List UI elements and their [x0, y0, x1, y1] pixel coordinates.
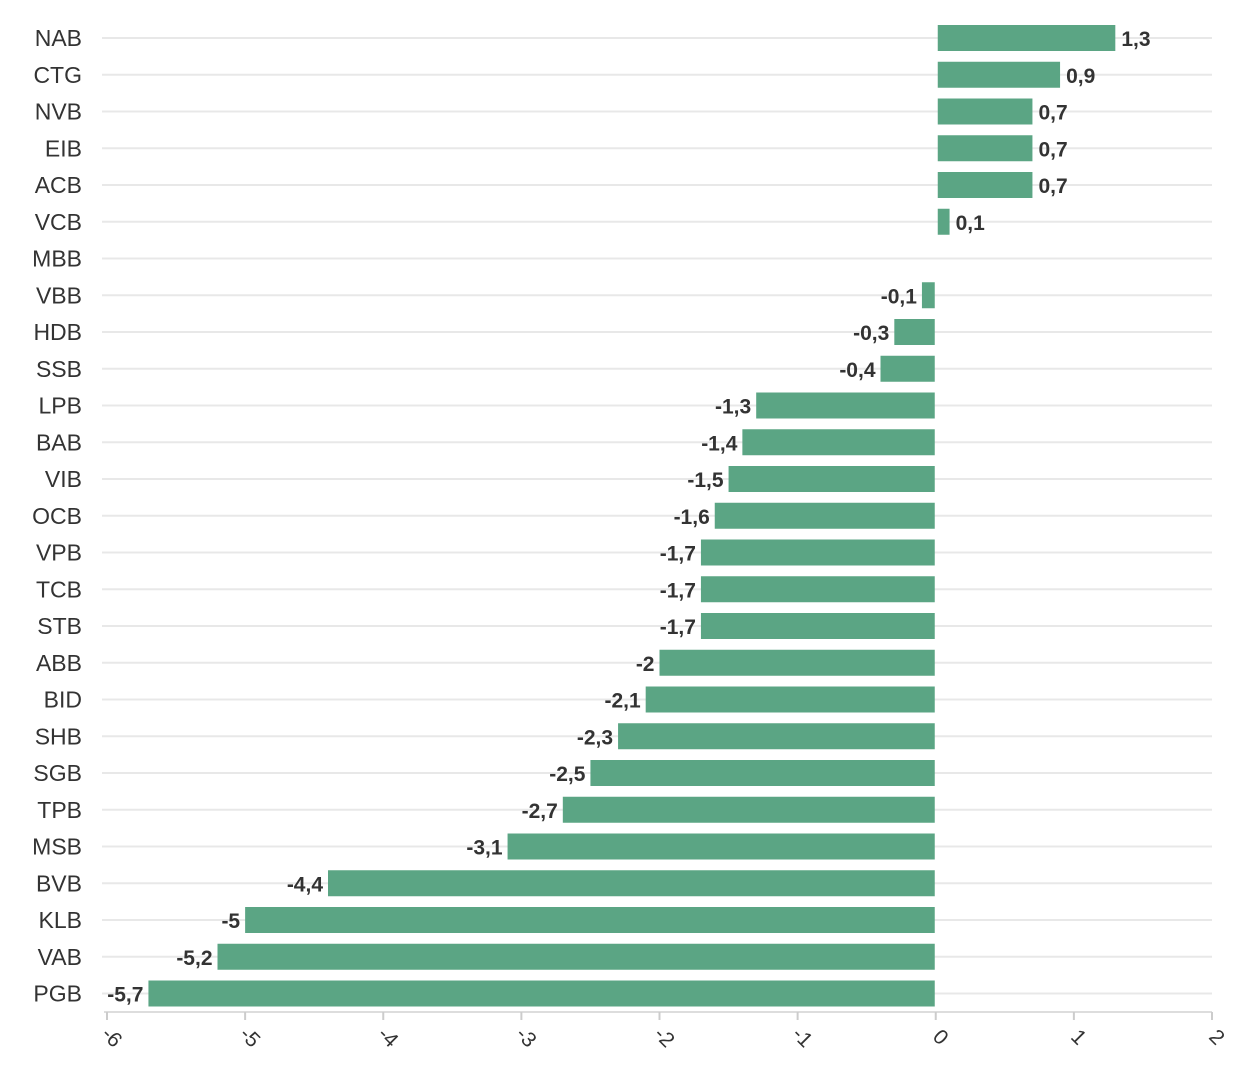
bar: [245, 907, 935, 933]
value-label: -1,4: [701, 432, 738, 455]
category-label: SHB: [35, 723, 82, 749]
bar: [507, 833, 935, 860]
bar: [937, 98, 1033, 125]
category-label: BID: [44, 687, 82, 713]
category-label: TCB: [36, 576, 82, 602]
x-tick-label: -5: [235, 1023, 264, 1052]
value-label: -2,7: [522, 800, 558, 823]
x-tick-label: -4: [373, 1023, 403, 1053]
value-label: -5,2: [176, 947, 212, 970]
bar: [148, 980, 935, 1007]
value-label: -5: [221, 910, 240, 933]
category-label: HDB: [33, 319, 82, 345]
category-label: SGB: [33, 760, 82, 786]
x-tick-label: 2: [1204, 1025, 1229, 1050]
value-label: -4,4: [287, 873, 324, 896]
bar: [921, 282, 935, 309]
category-label: ABB: [36, 650, 82, 676]
bar: [700, 613, 935, 639]
bar: [880, 355, 935, 382]
bar: [645, 686, 935, 713]
bar: [937, 25, 1116, 51]
bar: [562, 796, 935, 823]
value-label: -1,7: [660, 616, 696, 639]
value-label: -0,4: [839, 359, 876, 382]
value-label: 1,3: [1121, 28, 1150, 51]
value-label: -1,5: [687, 469, 724, 492]
value-label: -2,3: [577, 726, 613, 749]
value-label: -2,5: [549, 763, 586, 786]
category-label: VIB: [45, 466, 82, 492]
value-label: -0,3: [853, 322, 889, 345]
bar: [937, 61, 1061, 88]
category-label: VCB: [35, 209, 82, 235]
bar: [590, 760, 935, 786]
bar: [700, 576, 935, 603]
value-label: 0,7: [1038, 102, 1067, 125]
category-label: STB: [37, 613, 82, 639]
category-label: CTG: [33, 62, 82, 88]
bar: [937, 172, 1033, 198]
bar: [714, 502, 935, 529]
value-label: 0,1: [956, 212, 986, 235]
bar: [937, 208, 950, 235]
x-tick-label: -2: [649, 1023, 678, 1052]
bar: [894, 319, 935, 345]
value-label: -2,1: [605, 690, 642, 713]
value-label: -2: [636, 653, 655, 676]
category-label: NAB: [35, 25, 82, 51]
category-label: BAB: [36, 429, 82, 455]
bar: [700, 539, 935, 566]
x-tick-label: 0: [928, 1025, 953, 1050]
category-label: SSB: [36, 356, 82, 382]
bar: [756, 392, 935, 419]
bar: [217, 943, 935, 970]
category-label: TPB: [37, 797, 82, 823]
category-label: OCB: [32, 503, 82, 529]
category-label: BVB: [36, 870, 82, 896]
value-label: -3,1: [466, 837, 503, 860]
bar: [728, 466, 935, 492]
x-tick-label: -3: [511, 1023, 540, 1052]
x-tick-label: 1: [1066, 1025, 1091, 1050]
category-label: LPB: [39, 393, 82, 419]
x-tick-label: -6: [97, 1023, 126, 1052]
bar: [742, 429, 935, 456]
category-label: VPB: [36, 540, 82, 566]
category-label: VAB: [38, 944, 82, 970]
value-label: -1,6: [674, 506, 710, 529]
x-tick-label: -1: [787, 1023, 816, 1052]
value-label: -0,1: [881, 285, 918, 308]
category-label: EIB: [45, 135, 82, 161]
category-label: VBB: [36, 282, 82, 308]
category-label: ACB: [35, 172, 82, 198]
value-label: -1,7: [660, 543, 696, 566]
category-label: MBB: [32, 246, 82, 272]
bar: [328, 870, 935, 897]
category-label: MSB: [32, 834, 82, 860]
value-label: 0,9: [1066, 65, 1095, 88]
category-label: PGB: [33, 981, 82, 1007]
value-label: 0,7: [1038, 175, 1067, 198]
bar: [659, 649, 935, 676]
value-label: -1,3: [715, 396, 751, 419]
category-label: KLB: [39, 907, 82, 933]
value-label: -5,7: [107, 984, 143, 1007]
bar: [937, 135, 1033, 162]
value-label: -1,7: [660, 579, 696, 602]
value-label: 0,7: [1038, 138, 1067, 161]
bar: [618, 723, 935, 750]
category-label: NVB: [35, 99, 82, 125]
